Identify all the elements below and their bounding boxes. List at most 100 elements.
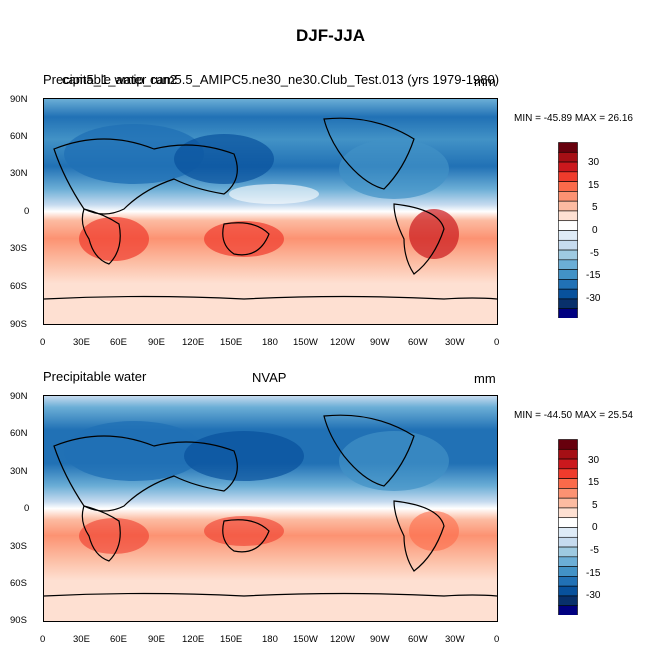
lon-label: 180 [262, 337, 278, 348]
colorbar-label: 15 [588, 180, 600, 191]
lon-label: 0 [494, 337, 500, 348]
lon-label: 180 [262, 634, 278, 645]
lat-label: 30S [10, 541, 27, 552]
colorbar-box [558, 585, 578, 597]
colorbar-label: -5 [590, 545, 599, 556]
colorbar-box [558, 478, 578, 489]
colorbar-box [558, 298, 578, 310]
colorbar-svg [558, 439, 578, 615]
colorbar-box [558, 527, 578, 538]
lon-label: 90E [148, 634, 165, 645]
lat-label: 60S [10, 281, 27, 292]
lon-label: 120E [182, 634, 205, 645]
colorbar-box [558, 576, 578, 587]
map-plot [43, 395, 498, 622]
lon-label: 90W [370, 634, 390, 645]
colorbar-box [558, 230, 578, 241]
colorbar-svg [558, 142, 578, 318]
colorbar-box [558, 288, 578, 300]
map-plot [43, 98, 498, 325]
lon-label: 30E [73, 634, 90, 645]
lat-label: 60S [10, 578, 27, 589]
colorbar-box [558, 605, 578, 615]
map-field-svg [44, 99, 497, 324]
colorbar-label: 0 [592, 522, 598, 533]
lon-label: 90E [148, 337, 165, 348]
colorbar-box [558, 220, 578, 231]
panel-minmax: MIN = -44.50 MAX = 25.54 [514, 410, 633, 421]
colorbar-box [558, 191, 578, 202]
colorbar-box [558, 142, 578, 153]
colorbar-label: -15 [586, 270, 601, 281]
lon-label: 60W [408, 634, 428, 645]
colorbar-label: 5 [592, 202, 598, 213]
colorbar-box [558, 210, 578, 222]
map-field-svg [44, 396, 497, 621]
colorbar-box [558, 171, 578, 182]
lat-label: 60N [10, 428, 28, 439]
colorbar-box [558, 566, 578, 577]
lat-label: 30N [10, 466, 28, 477]
colorbar-box [558, 259, 578, 270]
lat-label: 90N [10, 94, 28, 105]
lat-label: 90N [10, 391, 28, 402]
panel-left-title: Precipitable water [43, 369, 147, 384]
colorbar-box [558, 448, 578, 460]
colorbar-box [558, 488, 578, 499]
lon-label: 60W [408, 337, 428, 348]
colorbar-label: -15 [586, 568, 601, 579]
colorbar-box [558, 439, 578, 450]
lat-label: 0 [24, 503, 30, 514]
colorbar-box [558, 200, 578, 212]
lon-label: 120E [182, 337, 205, 348]
panel-center-title: NVAP [252, 370, 287, 385]
lon-label: 150E [220, 634, 243, 645]
colorbar-box [558, 507, 578, 519]
lat-label: 60N [10, 131, 28, 142]
lat-label: 90S [10, 615, 27, 626]
colorbar-box [558, 497, 578, 509]
lat-label: 30S [10, 243, 27, 254]
panel-minmax: MIN = -45.89 MAX = 26.16 [514, 113, 633, 124]
colorbar-label: 30 [588, 455, 600, 466]
lon-label: 0 [494, 634, 500, 645]
lon-label: 30W [445, 634, 465, 645]
colorbar-box [558, 181, 578, 192]
colorbar [558, 439, 578, 615]
colorbar-label: -30 [586, 590, 601, 601]
lat-label: 0 [24, 206, 30, 217]
colorbar-box [558, 595, 578, 607]
lon-label: 60E [110, 337, 127, 348]
lon-label: 150E [220, 337, 243, 348]
colorbar-box [558, 308, 578, 318]
lat-label: 90S [10, 319, 27, 330]
colorbar-label: 30 [588, 157, 600, 168]
lon-label: 0 [40, 634, 46, 645]
colorbar-box [558, 517, 578, 528]
lon-label: 150W [293, 337, 318, 348]
lon-label: 150W [293, 634, 318, 645]
lon-label: 30W [445, 337, 465, 348]
lon-label: 30E [73, 337, 90, 348]
colorbar-label: 0 [592, 225, 598, 236]
colorbar-box [558, 556, 578, 567]
colorbar-box [558, 279, 578, 290]
colorbar [558, 142, 578, 318]
colorbar-box [558, 546, 578, 558]
lon-label: 60E [110, 634, 127, 645]
panel-units: mm [474, 74, 496, 89]
colorbar-box [558, 151, 578, 163]
colorbar-label: -30 [586, 293, 601, 304]
main-title: DJF-JJA [296, 26, 365, 45]
lon-label: 0 [40, 337, 46, 348]
colorbar-label: 15 [588, 477, 600, 488]
colorbar-label: -5 [590, 248, 599, 259]
colorbar-box [558, 161, 578, 173]
panel-center-title: cam5.5_AMIPC5.ne30_ne30.Club_Test.013 (y… [150, 72, 500, 87]
panel-units: mm [474, 371, 496, 386]
lon-label: 90W [370, 337, 390, 348]
lon-label: 120W [330, 337, 355, 348]
colorbar-box [558, 468, 578, 479]
colorbar-box [558, 249, 578, 261]
colorbar-label: 5 [592, 500, 598, 511]
